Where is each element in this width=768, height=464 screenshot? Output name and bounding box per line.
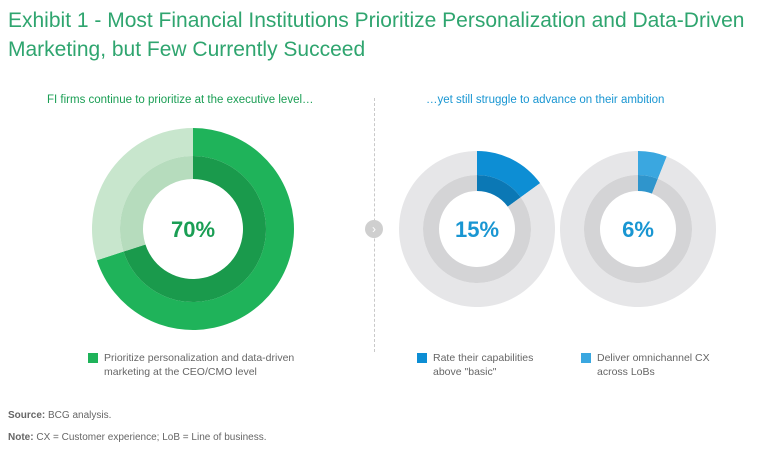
legend-label: Rate their capabilities above "basic"	[433, 352, 534, 378]
donut-2-rest-slice-outer	[560, 151, 716, 308]
donut-1-value-slice-outer	[477, 151, 541, 198]
donut-0-value-slice-inner	[123, 156, 266, 302]
donut-2-center-label: 6%	[622, 217, 654, 242]
right-panel-heading: …yet still struggle to advance on their …	[426, 94, 665, 106]
page-title: Exhibit 1 - Most Financial Institutions …	[8, 9, 745, 61]
source-text: BCG analysis.	[48, 410, 112, 421]
legend-item-prioritize: Prioritize personalization and data-driv…	[88, 352, 328, 379]
donut-0-rest-slice-inner	[120, 156, 193, 252]
legend-label: Deliver omnichannel CX across LoBs	[597, 352, 710, 378]
chevron-right-icon: ›	[365, 220, 383, 238]
legend-item-omnichannel: Deliver omnichannel CX across LoBs	[581, 352, 721, 379]
donut-2-rest-slice-inner	[584, 175, 692, 283]
source-label: Source:	[8, 410, 46, 421]
donut-1-rest-slice-outer	[399, 151, 555, 307]
note-text: CX = Customer experience; LoB = Line of …	[36, 432, 267, 443]
legend-swatch-green	[88, 353, 98, 363]
legend-swatch-lightblue	[581, 353, 591, 363]
note-line: Note: CX = Customer experience; LoB = Li…	[8, 432, 266, 443]
donut-0-center-label: 70%	[171, 217, 215, 242]
legend-label: Prioritize personalization and data-driv…	[104, 352, 295, 378]
donut-2-value-slice-outer	[638, 151, 667, 179]
donut-1-value-slice-inner	[477, 175, 521, 207]
legend-item-capabilities: Rate their capabilities above "basic"	[417, 352, 557, 379]
source-line: Source: BCG analysis.	[8, 410, 111, 421]
legend-swatch-blue	[417, 353, 427, 363]
left-panel-heading: FI firms continue to prioritize at the e…	[47, 94, 314, 106]
donut-1-rest-slice-inner	[423, 175, 531, 283]
note-label: Note:	[8, 432, 34, 443]
donut-1-center-label: 15%	[455, 217, 499, 242]
donut-2-value-slice-inner	[638, 175, 658, 194]
donut-0-rest-slice-outer	[91, 128, 193, 261]
